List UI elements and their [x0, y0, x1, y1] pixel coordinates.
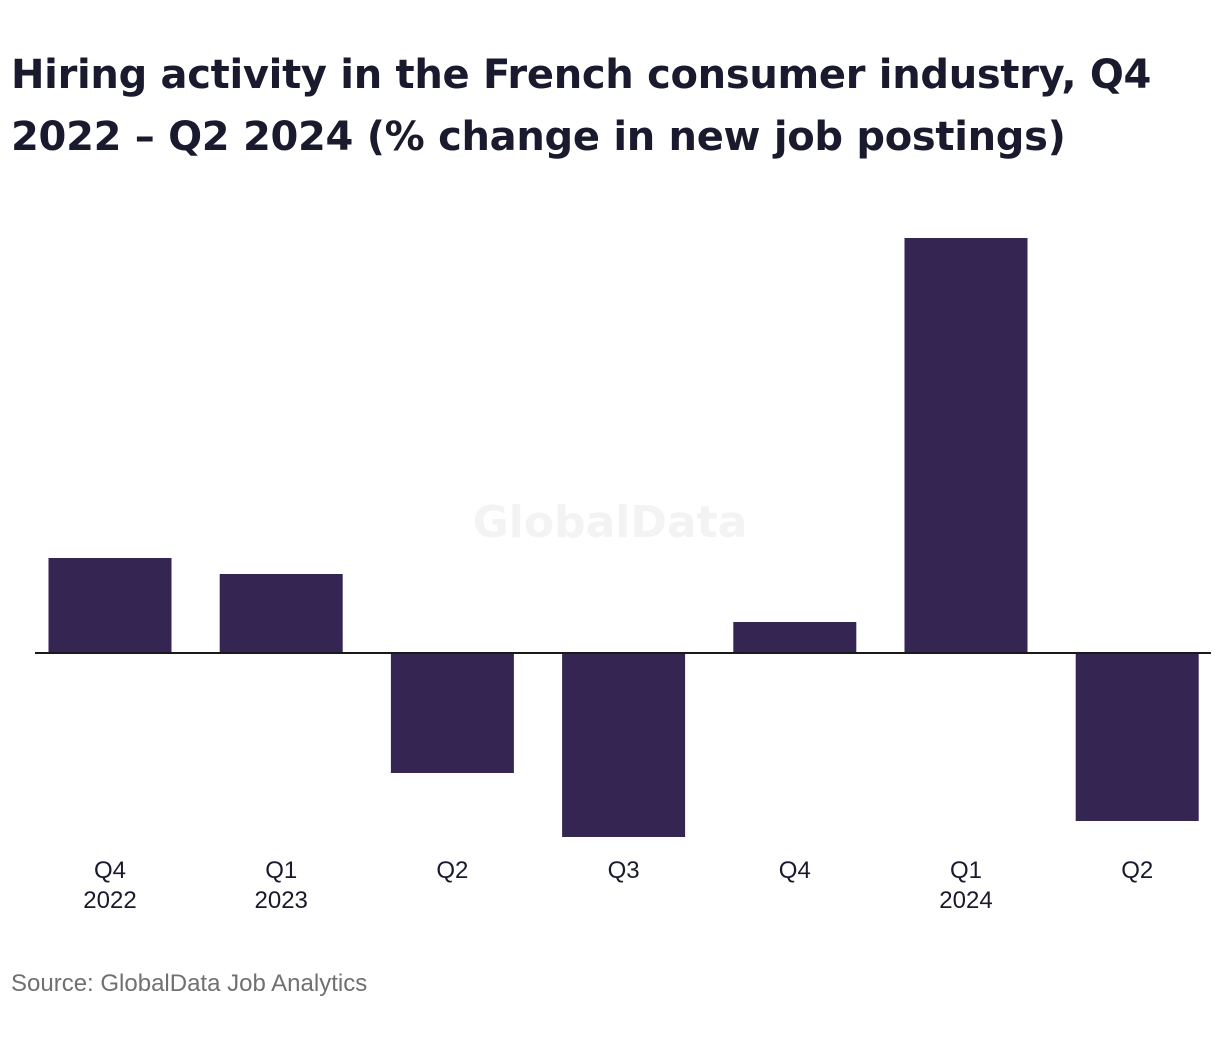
- x-tick-label-quarter: Q4: [94, 857, 126, 884]
- x-tick-label-year: 2024: [939, 887, 992, 914]
- x-tick-label-quarter: Q3: [608, 857, 640, 884]
- bar-7: [1075, 653, 1199, 821]
- x-tick-label-quarter: Q2: [1121, 857, 1153, 884]
- bar-4: [562, 653, 686, 837]
- watermark: GlobalData: [473, 497, 748, 548]
- x-tick-label-quarter: Q1: [950, 857, 982, 884]
- bar-6: [904, 238, 1028, 653]
- x-tick-label-year: 2022: [83, 887, 136, 914]
- bar-1: [48, 558, 172, 653]
- x-tick-label-quarter: Q4: [779, 857, 811, 884]
- x-tick-label-quarter: Q2: [436, 857, 468, 884]
- x-tick-label-quarter: Q1: [265, 857, 297, 884]
- chart-title: Hiring activity in the French consumer i…: [11, 52, 1152, 160]
- bar-3: [390, 653, 514, 773]
- source-note: Source: GlobalData Job Analytics: [11, 970, 368, 997]
- bar-5: [733, 622, 857, 653]
- x-tick-label-year: 2023: [255, 887, 308, 914]
- bar-2: [219, 574, 343, 653]
